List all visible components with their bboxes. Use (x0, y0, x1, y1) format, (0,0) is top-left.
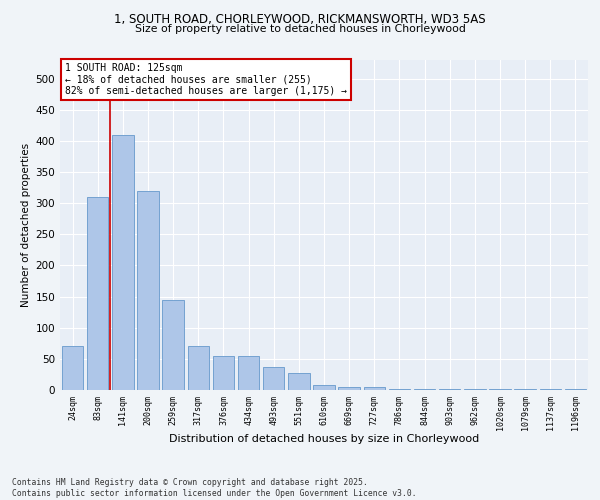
Bar (263, 367, 284, 390)
Bar (313, 385, 335, 390)
Bar (565, 389, 586, 390)
Bar (288, 372, 310, 390)
Bar (213, 356, 234, 390)
Text: Size of property relative to detached houses in Chorleywood: Size of property relative to detached ho… (134, 24, 466, 34)
Bar (137, 191, 158, 390)
Bar (112, 134, 134, 390)
Y-axis label: Number of detached properties: Number of detached properties (21, 143, 31, 307)
Bar (188, 346, 209, 390)
Text: 1 SOUTH ROAD: 125sqm
← 18% of detached houses are smaller (255)
82% of semi-deta: 1 SOUTH ROAD: 125sqm ← 18% of detached h… (65, 64, 347, 96)
Text: Contains HM Land Registry data © Crown copyright and database right 2025.
Contai: Contains HM Land Registry data © Crown c… (12, 478, 416, 498)
Text: 1, SOUTH ROAD, CHORLEYWOOD, RICKMANSWORTH, WD3 5AS: 1, SOUTH ROAD, CHORLEYWOOD, RICKMANSWORT… (114, 12, 486, 26)
X-axis label: Distribution of detached houses by size in Chorleywood: Distribution of detached houses by size … (169, 434, 479, 444)
Bar (238, 356, 259, 390)
Bar (87, 197, 109, 390)
Bar (62, 346, 83, 390)
Bar (163, 300, 184, 390)
Bar (338, 387, 360, 390)
Bar (364, 387, 385, 390)
